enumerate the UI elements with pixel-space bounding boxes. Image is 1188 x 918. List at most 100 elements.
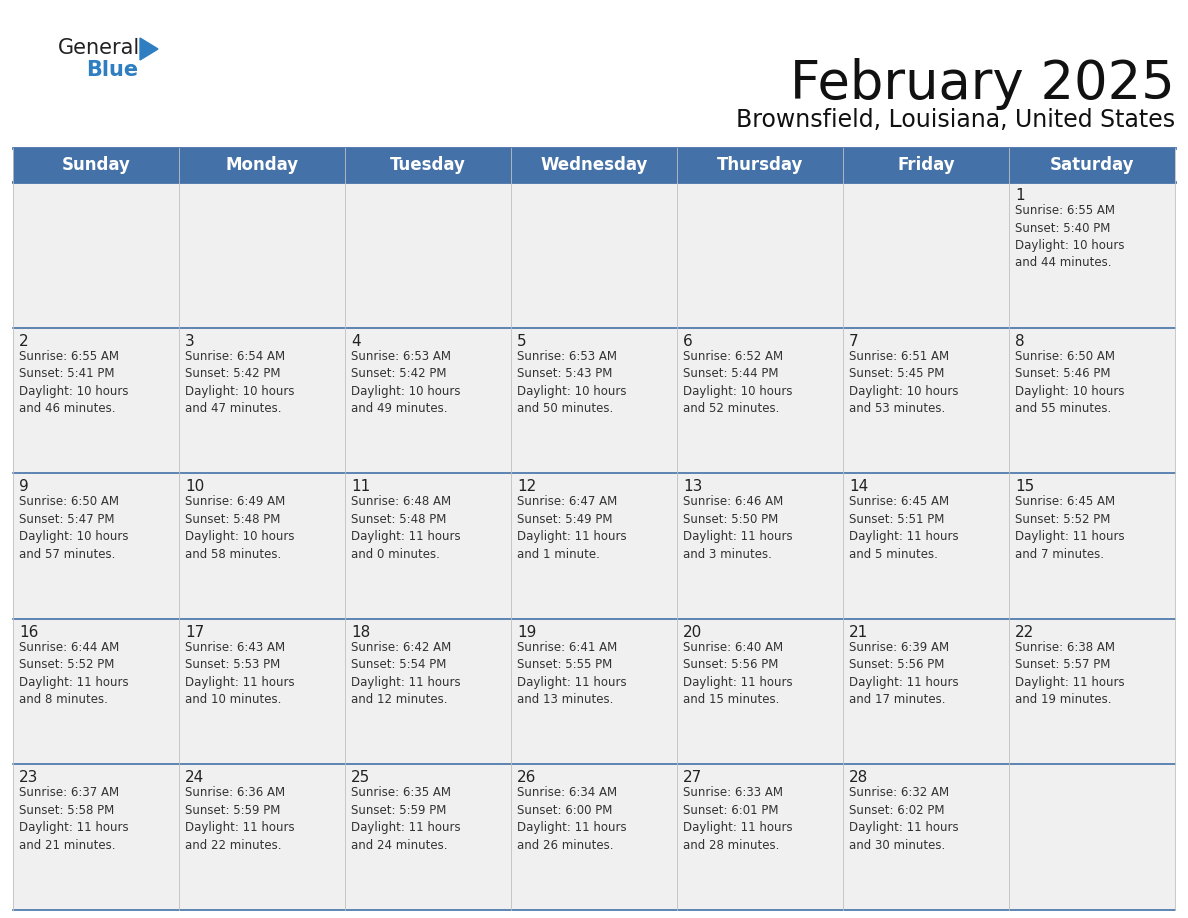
Text: Sunrise: 6:44 AM
Sunset: 5:52 PM
Daylight: 11 hours
and 8 minutes.: Sunrise: 6:44 AM Sunset: 5:52 PM Dayligh… (19, 641, 128, 706)
Bar (345, 765, 511, 910)
Text: Tuesday: Tuesday (390, 156, 466, 174)
Bar (677, 182, 843, 328)
Bar (345, 328, 511, 473)
Text: 7: 7 (849, 333, 859, 349)
Text: Sunrise: 6:54 AM
Sunset: 5:42 PM
Daylight: 10 hours
and 47 minutes.: Sunrise: 6:54 AM Sunset: 5:42 PM Dayligh… (185, 350, 295, 415)
Text: Sunrise: 6:35 AM
Sunset: 5:59 PM
Daylight: 11 hours
and 24 minutes.: Sunrise: 6:35 AM Sunset: 5:59 PM Dayligh… (350, 787, 461, 852)
Text: 12: 12 (517, 479, 536, 494)
Polygon shape (140, 38, 158, 60)
Text: Blue: Blue (86, 60, 138, 80)
Text: 16: 16 (19, 625, 38, 640)
Text: Sunrise: 6:39 AM
Sunset: 5:56 PM
Daylight: 11 hours
and 17 minutes.: Sunrise: 6:39 AM Sunset: 5:56 PM Dayligh… (849, 641, 959, 706)
Bar (1009, 473, 1175, 619)
Bar (179, 328, 345, 473)
Bar (1009, 328, 1175, 473)
Bar (677, 765, 843, 910)
Bar (843, 765, 1009, 910)
Text: Sunrise: 6:37 AM
Sunset: 5:58 PM
Daylight: 11 hours
and 21 minutes.: Sunrise: 6:37 AM Sunset: 5:58 PM Dayligh… (19, 787, 128, 852)
Text: Sunrise: 6:32 AM
Sunset: 6:02 PM
Daylight: 11 hours
and 30 minutes.: Sunrise: 6:32 AM Sunset: 6:02 PM Dayligh… (849, 787, 959, 852)
Text: 9: 9 (19, 479, 29, 494)
Text: 28: 28 (849, 770, 868, 786)
Text: 5: 5 (517, 333, 526, 349)
Bar (1009, 765, 1175, 910)
Text: Sunrise: 6:50 AM
Sunset: 5:47 PM
Daylight: 10 hours
and 57 minutes.: Sunrise: 6:50 AM Sunset: 5:47 PM Dayligh… (19, 495, 128, 561)
Text: Sunrise: 6:53 AM
Sunset: 5:42 PM
Daylight: 10 hours
and 49 minutes.: Sunrise: 6:53 AM Sunset: 5:42 PM Dayligh… (350, 350, 461, 415)
Text: Friday: Friday (897, 156, 955, 174)
Text: 20: 20 (683, 625, 702, 640)
Text: 3: 3 (185, 333, 195, 349)
Text: Sunrise: 6:46 AM
Sunset: 5:50 PM
Daylight: 11 hours
and 3 minutes.: Sunrise: 6:46 AM Sunset: 5:50 PM Dayligh… (683, 495, 792, 561)
Text: Sunrise: 6:49 AM
Sunset: 5:48 PM
Daylight: 10 hours
and 58 minutes.: Sunrise: 6:49 AM Sunset: 5:48 PM Dayligh… (185, 495, 295, 561)
Text: Sunrise: 6:55 AM
Sunset: 5:40 PM
Daylight: 10 hours
and 44 minutes.: Sunrise: 6:55 AM Sunset: 5:40 PM Dayligh… (1015, 204, 1125, 270)
Text: 4: 4 (350, 333, 361, 349)
Bar (511, 328, 677, 473)
Bar (843, 182, 1009, 328)
Text: Sunday: Sunday (62, 156, 131, 174)
Bar (843, 619, 1009, 765)
Bar (179, 619, 345, 765)
Text: February 2025: February 2025 (790, 58, 1175, 110)
Text: Sunrise: 6:47 AM
Sunset: 5:49 PM
Daylight: 11 hours
and 1 minute.: Sunrise: 6:47 AM Sunset: 5:49 PM Dayligh… (517, 495, 626, 561)
Bar (13, 473, 179, 619)
Bar (179, 182, 345, 328)
Text: 14: 14 (849, 479, 868, 494)
Bar (13, 182, 179, 328)
Text: Sunrise: 6:51 AM
Sunset: 5:45 PM
Daylight: 10 hours
and 53 minutes.: Sunrise: 6:51 AM Sunset: 5:45 PM Dayligh… (849, 350, 959, 415)
Bar (677, 619, 843, 765)
Text: 27: 27 (683, 770, 702, 786)
Text: 21: 21 (849, 625, 868, 640)
Text: Thursday: Thursday (716, 156, 803, 174)
Text: Sunrise: 6:38 AM
Sunset: 5:57 PM
Daylight: 11 hours
and 19 minutes.: Sunrise: 6:38 AM Sunset: 5:57 PM Dayligh… (1015, 641, 1125, 706)
Text: 17: 17 (185, 625, 204, 640)
Text: 13: 13 (683, 479, 702, 494)
Bar (1009, 182, 1175, 328)
Bar (13, 328, 179, 473)
Text: General: General (58, 38, 140, 58)
Text: Sunrise: 6:42 AM
Sunset: 5:54 PM
Daylight: 11 hours
and 12 minutes.: Sunrise: 6:42 AM Sunset: 5:54 PM Dayligh… (350, 641, 461, 706)
Bar (843, 473, 1009, 619)
Text: 18: 18 (350, 625, 371, 640)
Text: Saturday: Saturday (1050, 156, 1135, 174)
Text: 10: 10 (185, 479, 204, 494)
Text: Monday: Monday (226, 156, 298, 174)
Text: 19: 19 (517, 625, 536, 640)
Bar (13, 148, 1175, 182)
Bar (179, 765, 345, 910)
Text: 24: 24 (185, 770, 204, 786)
Bar (511, 619, 677, 765)
Text: Sunrise: 6:48 AM
Sunset: 5:48 PM
Daylight: 11 hours
and 0 minutes.: Sunrise: 6:48 AM Sunset: 5:48 PM Dayligh… (350, 495, 461, 561)
Bar (1009, 619, 1175, 765)
Text: Sunrise: 6:34 AM
Sunset: 6:00 PM
Daylight: 11 hours
and 26 minutes.: Sunrise: 6:34 AM Sunset: 6:00 PM Dayligh… (517, 787, 626, 852)
Text: Sunrise: 6:50 AM
Sunset: 5:46 PM
Daylight: 10 hours
and 55 minutes.: Sunrise: 6:50 AM Sunset: 5:46 PM Dayligh… (1015, 350, 1125, 415)
Text: Sunrise: 6:41 AM
Sunset: 5:55 PM
Daylight: 11 hours
and 13 minutes.: Sunrise: 6:41 AM Sunset: 5:55 PM Dayligh… (517, 641, 626, 706)
Bar (843, 328, 1009, 473)
Text: Wednesday: Wednesday (541, 156, 647, 174)
Text: Sunrise: 6:36 AM
Sunset: 5:59 PM
Daylight: 11 hours
and 22 minutes.: Sunrise: 6:36 AM Sunset: 5:59 PM Dayligh… (185, 787, 295, 852)
Bar (13, 765, 179, 910)
Text: 23: 23 (19, 770, 38, 786)
Bar (179, 473, 345, 619)
Text: 22: 22 (1015, 625, 1035, 640)
Bar (345, 619, 511, 765)
Bar (511, 765, 677, 910)
Bar (13, 619, 179, 765)
Text: 25: 25 (350, 770, 371, 786)
Bar (677, 328, 843, 473)
Text: Sunrise: 6:45 AM
Sunset: 5:51 PM
Daylight: 11 hours
and 5 minutes.: Sunrise: 6:45 AM Sunset: 5:51 PM Dayligh… (849, 495, 959, 561)
Text: 8: 8 (1015, 333, 1024, 349)
Text: Sunrise: 6:53 AM
Sunset: 5:43 PM
Daylight: 10 hours
and 50 minutes.: Sunrise: 6:53 AM Sunset: 5:43 PM Dayligh… (517, 350, 626, 415)
Text: Sunrise: 6:52 AM
Sunset: 5:44 PM
Daylight: 10 hours
and 52 minutes.: Sunrise: 6:52 AM Sunset: 5:44 PM Dayligh… (683, 350, 792, 415)
Text: Sunrise: 6:40 AM
Sunset: 5:56 PM
Daylight: 11 hours
and 15 minutes.: Sunrise: 6:40 AM Sunset: 5:56 PM Dayligh… (683, 641, 792, 706)
Text: 26: 26 (517, 770, 536, 786)
Text: Brownsfield, Louisiana, United States: Brownsfield, Louisiana, United States (735, 108, 1175, 132)
Bar (511, 473, 677, 619)
Bar (511, 182, 677, 328)
Bar (345, 182, 511, 328)
Bar (345, 473, 511, 619)
Text: 1: 1 (1015, 188, 1024, 203)
Text: Sunrise: 6:55 AM
Sunset: 5:41 PM
Daylight: 10 hours
and 46 minutes.: Sunrise: 6:55 AM Sunset: 5:41 PM Dayligh… (19, 350, 128, 415)
Text: Sunrise: 6:33 AM
Sunset: 6:01 PM
Daylight: 11 hours
and 28 minutes.: Sunrise: 6:33 AM Sunset: 6:01 PM Dayligh… (683, 787, 792, 852)
Text: 2: 2 (19, 333, 29, 349)
Text: 11: 11 (350, 479, 371, 494)
Text: 6: 6 (683, 333, 693, 349)
